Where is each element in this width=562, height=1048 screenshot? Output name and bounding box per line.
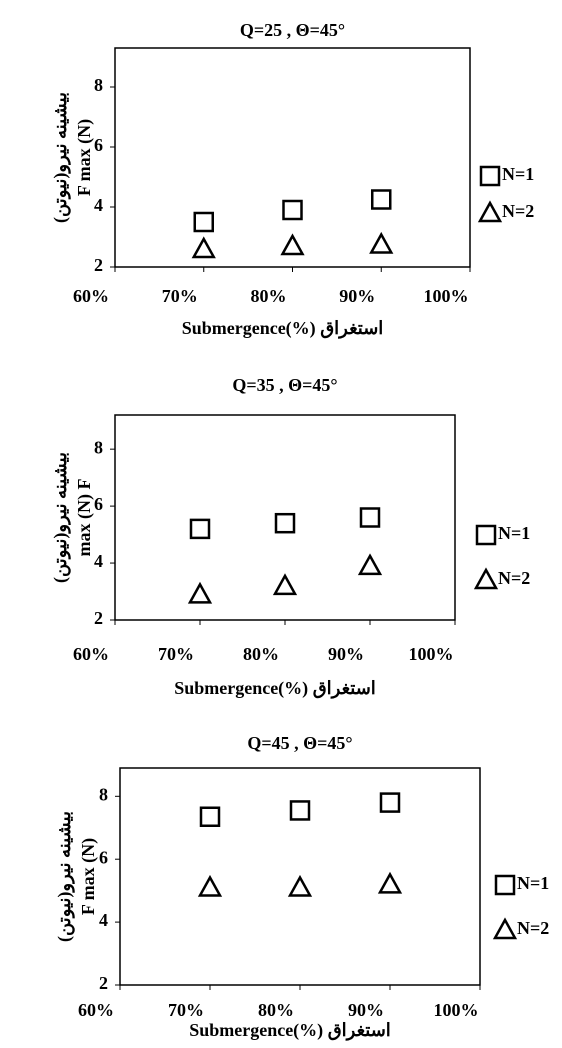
marker-square: [199, 806, 221, 827]
x-tick-label: 90%: [348, 1000, 384, 1020]
marker-square: [494, 874, 516, 896]
x-tick-label: 80%: [243, 644, 279, 664]
x-tick-label: 60%: [73, 286, 109, 306]
marker-triangle: [492, 917, 518, 940]
y-tick-label: 2: [99, 973, 108, 993]
y-axis-label: F max (N): [78, 838, 99, 915]
y-axis-label: بیشینه نیرو(نیوتن): [50, 92, 71, 223]
marker-triangle: [377, 871, 403, 894]
x-axis-label: Submergence(%) استغراق: [182, 318, 384, 339]
marker-triangle: [272, 573, 298, 596]
legend-label: N=1: [498, 523, 530, 543]
marker-triangle: [187, 581, 213, 604]
legend-label: N=2: [502, 201, 534, 221]
marker-square: [371, 189, 392, 210]
y-tick-label: 2: [94, 255, 103, 275]
y-tick-label: 4: [94, 195, 103, 215]
x-tick-label: 80%: [258, 1000, 294, 1020]
plot-frame: [114, 414, 456, 621]
y-tick-label: 8: [94, 75, 103, 95]
legend-label: N=1: [502, 164, 534, 184]
marker-triangle: [287, 874, 313, 897]
marker-square: [289, 800, 311, 821]
legend-label: N=2: [517, 918, 549, 938]
marker-square: [479, 165, 501, 187]
marker-triangle: [197, 874, 223, 897]
y-tick-label: 4: [99, 910, 108, 930]
marker-square: [379, 792, 401, 813]
chart-title: Q=35 , Θ=45°: [232, 375, 337, 395]
x-tick-label: 90%: [328, 644, 364, 664]
y-axis-label: بیشینه نیرو(نیوتن): [50, 452, 71, 583]
x-axis-label: Submergence(%) استغراق: [174, 678, 376, 699]
y-tick-label: 2: [94, 608, 103, 628]
x-tick-label: 60%: [73, 644, 109, 664]
marker-triangle: [473, 567, 499, 590]
x-tick-label: 100%: [424, 286, 469, 306]
marker-triangle: [357, 553, 383, 576]
legend-label: N=1: [517, 873, 549, 893]
x-tick-label: 70%: [168, 1000, 204, 1020]
x-tick-label: 60%: [78, 1000, 114, 1020]
y-tick-label: 6: [94, 494, 103, 514]
y-tick-label: 8: [94, 437, 103, 457]
y-tick-label: 4: [94, 551, 103, 571]
x-tick-label: 100%: [434, 1000, 479, 1020]
y-tick-label: 6: [99, 847, 108, 867]
x-tick-label: 70%: [162, 286, 198, 306]
legend-label: N=2: [498, 568, 530, 588]
chart-title: Q=25 , Θ=45°: [240, 20, 345, 40]
y-axis-label: بیشینه نیرو(نیوتن): [54, 811, 75, 942]
marker-triangle: [477, 200, 503, 223]
y-tick-label: 8: [99, 784, 108, 804]
marker-square: [282, 199, 303, 221]
x-tick-label: 80%: [251, 286, 287, 306]
marker-square: [193, 211, 214, 233]
x-tick-label: 100%: [409, 644, 454, 664]
x-tick-label: 90%: [339, 286, 375, 306]
marker-square: [359, 507, 381, 528]
marker-square: [274, 512, 296, 534]
x-tick-label: 70%: [158, 644, 194, 664]
marker-square: [475, 524, 497, 546]
chart-title: Q=45 , Θ=45°: [247, 733, 352, 753]
x-axis-label: Submergence(%) استغراق: [189, 1020, 391, 1041]
y-axis-label: max (N) F: [74, 479, 95, 557]
y-axis-label: F max (N): [74, 119, 95, 196]
marker-square: [189, 518, 211, 540]
y-tick-label: 6: [94, 135, 103, 155]
marker-triangle: [191, 236, 216, 259]
marker-triangle: [280, 233, 305, 256]
marker-triangle: [369, 231, 394, 254]
